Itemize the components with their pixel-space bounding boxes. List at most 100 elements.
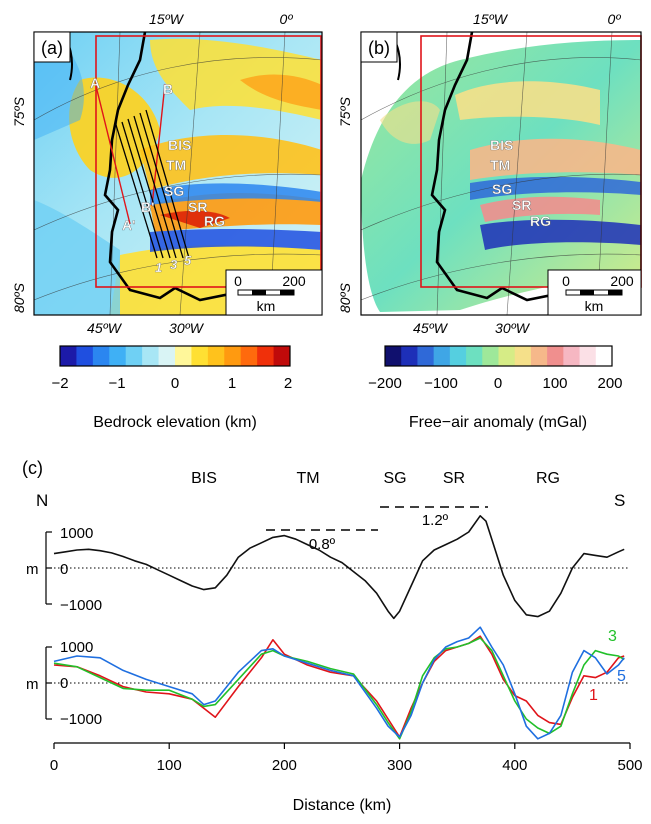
colorbar-bedrock-swatch: [191, 346, 209, 366]
y-unit-label: m: [26, 676, 39, 693]
y-unit-label: m: [26, 561, 39, 578]
colorbar-freeair-swatch: [498, 346, 516, 366]
colorbar-bedrock-swatch: [273, 346, 291, 366]
profile-line-5: [53, 626, 625, 740]
bedrock-low-region: [150, 183, 322, 205]
profile-line-a: [95, 85, 131, 225]
scalebar-max: 200: [610, 273, 634, 289]
y-tick-minus-1000: −1000: [60, 597, 102, 614]
feature-label-bis: BIS: [168, 137, 191, 153]
feature-label-rg: RG: [204, 213, 225, 229]
x-tick-label: 200: [272, 757, 297, 774]
profile-feature-rg: RG: [536, 470, 560, 487]
lon-label-15w: 15ºW: [149, 11, 185, 27]
x-tick-label: 100: [157, 757, 182, 774]
track-label-3: 3: [170, 257, 178, 272]
gravity-high-region: [380, 101, 440, 144]
colorbar-freeair: −200 −100 0 100 200 Free−air anomaly (mG…: [368, 345, 623, 431]
profile-point-a-prime: A': [122, 217, 135, 233]
upper-profile-axis: 1000 0 −1000 m: [26, 525, 628, 614]
lon-label-30w: 30ºW: [495, 320, 531, 336]
slope-label-sr: 1.2º: [422, 512, 449, 529]
colorbar-freeair-label: Free−air anomaly (mGal): [409, 414, 587, 431]
panel-c: (c) BIS TM SG SR RG N S 1000 0 −1000 m 0…: [22, 458, 643, 814]
bedrock-high-region: [240, 74, 322, 110]
colorbar-freeair-swatch: [417, 346, 435, 366]
bedrock-high-region: [140, 135, 322, 190]
profile-point-a: A: [90, 75, 100, 91]
colorbar-freeair-swatch: [449, 346, 467, 366]
colorbar-bedrock-swatch: [76, 346, 94, 366]
lat-label-75s: 75ºS: [11, 96, 27, 127]
gravity-high-region: [455, 81, 600, 125]
feature-label-sg: SG: [164, 183, 184, 199]
lon-label-45w: 45ºW: [87, 320, 123, 336]
lat-label-80s: 80ºS: [11, 282, 27, 313]
colorbar-bedrock-swatches: [60, 346, 291, 366]
lat-label-75s: 75ºS: [337, 96, 353, 127]
panel-a-label: (a): [41, 38, 63, 58]
panel-a-frame: [33, 31, 323, 316]
profile-feature-sr: SR: [443, 470, 465, 487]
panel-a: (a) BIS TM SG SR RG A B A' B' 1 3 5 0 20…: [11, 11, 323, 336]
profile-feature-sg: SG: [383, 470, 406, 487]
colorbar-freeair-swatch: [595, 346, 613, 366]
x-tick-label: 500: [617, 757, 642, 774]
x-tick-label: 400: [502, 757, 527, 774]
profile-feature-bis: BIS: [191, 470, 217, 487]
x-axis-label: Distance (km): [293, 797, 392, 814]
feature-label-sr: SR: [512, 197, 531, 213]
slope-label-tm: 0.8º: [309, 536, 336, 553]
series-label-5: 5: [617, 668, 626, 685]
feature-label-tm: TM: [166, 157, 186, 173]
scalebar-zero: 0: [562, 273, 570, 289]
feature-label-tm: TM: [490, 157, 510, 173]
colorbar-freeair-swatch: [482, 346, 499, 366]
colorbar-bedrock-swatch: [240, 346, 258, 366]
gravity-low-region: [470, 176, 641, 200]
colorbar-bedrock-swatch: [109, 346, 127, 366]
colorbar-freeair-tick: 100: [542, 375, 567, 392]
lower-profile-lines: [53, 626, 625, 740]
panel-b-label: (b): [368, 38, 390, 58]
north-label: N: [36, 491, 48, 510]
colorbar-freeair-swatches: [385, 346, 613, 366]
colorbar-bedrock-frame: [59, 345, 291, 367]
colorbar-freeair-tick: −100: [424, 375, 458, 392]
y-tick-0: 0: [60, 675, 68, 692]
colorbar-freeair-swatch: [514, 346, 532, 366]
scalebar-zero: 0: [234, 273, 242, 289]
colorbar-freeair-swatch: [579, 346, 597, 366]
x-tick-label: 0: [50, 757, 58, 774]
colorbar-freeair-tick: 200: [597, 375, 622, 392]
lower-profile-axis: 1000 0 −1000 m: [26, 639, 628, 728]
profile-point-b-prime: B': [141, 199, 154, 215]
colorbar-bedrock-label: Bedrock elevation (km): [93, 414, 257, 431]
coastline: [103, 32, 322, 302]
track-label-1: 1: [155, 260, 162, 275]
study-area-box: [95, 35, 322, 288]
colorbar-bedrock-tick: 1: [228, 375, 236, 392]
feature-label-sg: SG: [492, 181, 512, 197]
lon-label-15w: 15ºW: [473, 11, 509, 27]
colorbar-bedrock-tick: −1: [108, 375, 125, 392]
colorbar-bedrock-swatch: [224, 346, 242, 366]
bedrock-low-region: [150, 229, 322, 252]
colorbar-bedrock-swatch: [92, 346, 110, 366]
profile-line-bedrock: [53, 514, 625, 620]
upper-profile-lines: [53, 514, 625, 620]
graticule: [361, 32, 641, 315]
x-axis: 0 100 200 300 400 500 Distance (km): [50, 742, 643, 814]
colorbar-bedrock-swatch: [257, 346, 275, 366]
series-label-1: 1: [589, 687, 598, 704]
y-tick-0: 0: [60, 561, 68, 578]
scalebar-unit: km: [257, 298, 276, 314]
colorbar-freeair-swatch: [530, 346, 548, 366]
lon-label-45w: 45ºW: [413, 320, 449, 336]
panel-a-label-box: [33, 31, 71, 63]
panel-c-label: (c): [22, 458, 43, 478]
colorbar-freeair-swatch: [563, 346, 581, 366]
colorbar-freeair-tick: 0: [494, 375, 502, 392]
profile-feature-tm: TM: [296, 470, 319, 487]
y-tick-1000: 1000: [60, 639, 93, 656]
